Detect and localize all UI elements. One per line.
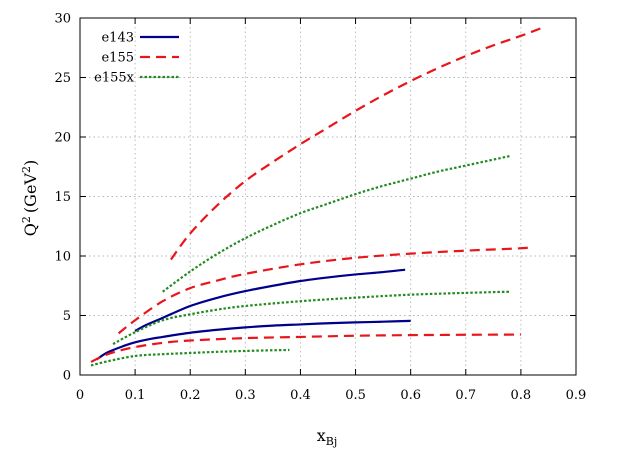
x-tick-label: 0.5 bbox=[345, 388, 366, 403]
x-tick-label: 0.1 bbox=[125, 388, 146, 403]
y-tick-label: 30 bbox=[54, 12, 71, 27]
x-tick-label: 0.2 bbox=[180, 388, 201, 403]
y-axis-label: Q2(GeV2) bbox=[20, 160, 40, 236]
series-e155-curve-2 bbox=[117, 245, 533, 335]
grid bbox=[80, 18, 576, 375]
x-tick-label: 0.9 bbox=[566, 388, 587, 403]
y-tick-label: 10 bbox=[54, 250, 71, 265]
legend-label-e155: e155 bbox=[101, 51, 134, 66]
x-axis-label-subscript: Bj bbox=[326, 435, 338, 448]
x-tick-label: 0.6 bbox=[400, 388, 421, 403]
y-tick-label: 20 bbox=[54, 131, 71, 146]
series-e155x-curve-2 bbox=[112, 290, 510, 346]
data-curves bbox=[90, 26, 544, 367]
y-tick-labels: 0 5 10 15 20 25 30 bbox=[54, 12, 71, 384]
legend: e143 e155 e155x bbox=[94, 31, 179, 86]
x-tick-label: 0.3 bbox=[235, 388, 256, 403]
axis-ticks bbox=[79, 17, 577, 376]
y-tick-label: 5 bbox=[63, 309, 71, 324]
legend-label-e143: e143 bbox=[101, 31, 134, 46]
x-tick-label: 0.7 bbox=[455, 388, 476, 403]
series-e155x-curve-1 bbox=[90, 348, 290, 367]
legend-label-e155x: e155x bbox=[94, 71, 135, 86]
x-tick-label: 0 bbox=[76, 388, 84, 403]
series-e143-curve-1 bbox=[95, 319, 411, 361]
y-axis-label-unit-superscript: 2 bbox=[20, 166, 33, 173]
y-tick-label: 15 bbox=[54, 190, 71, 205]
y-axis-label-unit-open: (GeV bbox=[21, 173, 40, 213]
x-tick-label: 0.8 bbox=[511, 388, 532, 403]
series-e155-curve-1 bbox=[90, 333, 521, 363]
x-tick-labels: 0 0.1 0.2 0.3 0.4 0.5 0.6 0.7 0.8 0.9 bbox=[76, 388, 586, 403]
x-axis-label: xBj bbox=[317, 426, 338, 448]
series-e155x-curve-3 bbox=[162, 154, 511, 293]
series-e155-curve-3 bbox=[170, 26, 544, 261]
y-axis-label-superscript: 2 bbox=[20, 216, 33, 223]
series-e143-curve-2 bbox=[134, 268, 406, 332]
y-tick-label: 0 bbox=[63, 369, 71, 384]
y-tick-label: 25 bbox=[54, 71, 71, 86]
x-tick-label: 0.4 bbox=[290, 388, 311, 403]
y-axis-label-unit-close: ) bbox=[21, 160, 40, 166]
